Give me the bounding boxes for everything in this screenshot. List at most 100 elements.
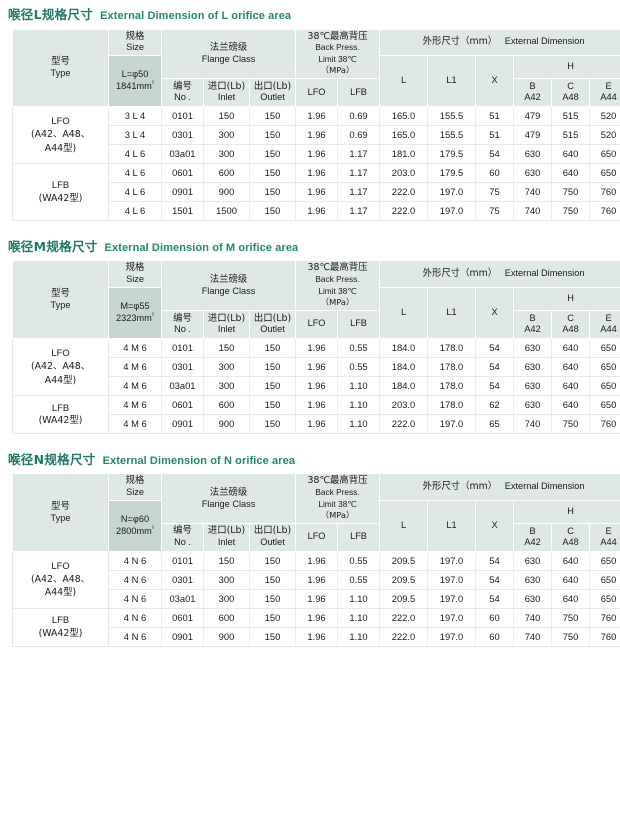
cell-x: 54 — [475, 337, 515, 358]
cell-e: 650 — [589, 162, 620, 183]
cell-lfo: 1.96 — [295, 105, 339, 126]
cell-lfo: 1.96 — [295, 181, 339, 202]
cell-c: 640 — [551, 550, 591, 571]
cell-lfb: 0.69 — [337, 105, 381, 126]
header-size-value: L=φ50 1841mm² — [108, 54, 162, 107]
cell-no: 0301 — [161, 569, 204, 590]
cell-size: 4 L 6 — [108, 143, 162, 164]
header-outlet: 出口(Lb) Outlet — [248, 522, 297, 552]
cell-l1: 178.0 — [427, 375, 477, 396]
cell-x: 51 — [475, 105, 515, 126]
cell-no: 1501 — [161, 200, 204, 221]
section-spacer — [0, 221, 620, 232]
header-size: 规格 Size — [108, 28, 162, 56]
cell-inlet: 150 — [203, 550, 250, 571]
cell-l: 184.0 — [379, 356, 429, 377]
cell-e: 650 — [589, 337, 620, 358]
cell-size: 3 L 4 — [108, 124, 162, 145]
table-row: LFB (WA42型) 4 N 6 0601 600 150 1.96 1.10 222.0 19… — [12, 607, 620, 647]
header-dim-x: X — [475, 499, 515, 552]
cell-size: 4 L 6 — [108, 162, 162, 183]
section-title-cn: 喉径N规格尺寸 — [8, 451, 96, 467]
cell-outlet: 150 — [248, 626, 297, 647]
section-title-en: External Dimension of L orifice area — [100, 10, 292, 22]
cell-l: 222.0 — [379, 626, 429, 647]
cell-lfb: 1.10 — [337, 394, 381, 415]
cell-x: 75 — [475, 200, 515, 221]
header-dim-b: B A42 — [513, 309, 553, 339]
cell-x: 60 — [475, 607, 515, 628]
cell-lfb: 0.55 — [337, 550, 381, 571]
section-title: 喉径N规格尺寸 External Dimension of N orifice a… — [0, 445, 620, 474]
cell-no: 03a01 — [161, 375, 204, 396]
cell-size: 3 L 4 — [108, 105, 162, 126]
cell-outlet: 150 — [248, 356, 297, 377]
header-row-2: N=φ60 2800mm² L L1 X H — [13, 499, 620, 552]
cell-lfo: 1.96 — [295, 200, 339, 221]
cell-l: 181.0 — [379, 143, 429, 164]
cell-c: 640 — [551, 356, 591, 377]
cell-b: 630 — [513, 337, 553, 358]
cell-b: 630 — [513, 550, 553, 571]
cell-lfb: 1.17 — [337, 181, 381, 202]
cell-c: 640 — [551, 394, 591, 415]
cell-lfb: 0.69 — [337, 124, 381, 145]
header-outlet: 出口(Lb) Outlet — [248, 309, 297, 339]
table-row: 4 L 6 0901 900 150 1.96 1.17 222.0 197.0 75 740 75… — [13, 181, 620, 202]
header-dim-l: L — [379, 499, 429, 552]
header-row-3: 编号 No . 进口(Lb) Inlet 出口(Lb) Outlet LFO LFB B A42 C… — [13, 522, 620, 552]
cell-inlet: 300 — [203, 588, 250, 609]
cell-lfb: 1.17 — [337, 200, 381, 221]
cell-lfo: 1.96 — [295, 337, 339, 358]
type-label-lfb: LFB (WA42型) — [12, 394, 109, 434]
header-dim-e: E A44 — [589, 522, 620, 552]
cell-l: 184.0 — [379, 337, 429, 358]
cell-l1: 178.0 — [427, 356, 477, 377]
spec-section-n: 喉径N规格尺寸 External Dimension of N orifice a… — [0, 445, 620, 647]
cell-c: 640 — [551, 588, 591, 609]
cell-c: 515 — [551, 105, 591, 126]
header-row-1: 型号 Type 规格 Size 法兰磅级 Flange Class 38℃最高背压 Back … — [12, 473, 620, 552]
table-row: 4 L 6 1501 1500 150 1.96 1.17 222.0 197.0 75 740 7… — [13, 200, 620, 221]
cell-size: 4 M 6 — [108, 356, 162, 377]
cell-l1: 155.5 — [427, 105, 477, 126]
header-row-1: 型号 Type 规格 Size 法兰磅级 Flange Class 38℃最高背压 Back … — [12, 28, 620, 107]
section-title-cn: 喉径L规格尺寸 — [8, 7, 94, 22]
cell-e: 650 — [589, 143, 620, 164]
cell-l1: 197.0 — [427, 200, 477, 221]
header-row-3: 编号 No . 进口(Lb) Inlet 出口(Lb) Outlet LFO LFB B A42 C… — [13, 77, 620, 107]
cell-e: 520 — [589, 105, 620, 126]
header-dim-b: B A42 — [513, 522, 553, 552]
table-row: 4 M 6 0301 300 150 1.96 0.55 184.0 178.0 54 630 64… — [13, 356, 620, 377]
type-label-lfo: LFO (A42、A48、 A44型) — [12, 337, 109, 396]
cell-inlet: 300 — [203, 375, 250, 396]
type-label-lfb: LFB (WA42型) — [12, 162, 109, 221]
cell-l: 222.0 — [379, 607, 429, 628]
cell-no: 03a01 — [161, 143, 204, 164]
cell-b: 630 — [513, 588, 553, 609]
cell-l: 222.0 — [379, 413, 429, 434]
cell-outlet: 150 — [248, 143, 297, 164]
cell-l1: 197.0 — [427, 569, 477, 590]
header-row-3: 编号 No . 进口(Lb) Inlet 出口(Lb) Outlet LFO LFB B A42 C… — [13, 309, 620, 339]
cell-outlet: 150 — [248, 200, 297, 221]
cell-l1: 197.0 — [427, 181, 477, 202]
cell-inlet: 150 — [203, 105, 250, 126]
cell-no: 0901 — [161, 413, 204, 434]
header-external-dimension: 外形尺寸（mm） External Dimension — [379, 260, 620, 288]
cell-inlet: 900 — [203, 181, 250, 202]
header-flange-class: 法兰磅级 Flange Class — [160, 473, 297, 524]
header-lfo: LFO — [295, 309, 339, 339]
cell-l: 209.5 — [379, 569, 429, 590]
cell-c: 640 — [551, 375, 591, 396]
cell-outlet: 150 — [248, 124, 297, 145]
cell-e: 760 — [589, 626, 620, 647]
cell-lfo: 1.96 — [295, 607, 339, 628]
cell-outlet: 150 — [248, 181, 297, 202]
table-row: 4 M 6 0901 900 150 1.96 1.10 222.0 197.0 65 740 75… — [13, 413, 620, 434]
cell-no: 0601 — [161, 162, 204, 183]
cell-inlet: 300 — [203, 124, 250, 145]
spec-table-n: 型号 Type 规格 Size 法兰磅级 Flange Class 38℃最高背压 Back … — [12, 473, 620, 647]
cell-e: 650 — [589, 356, 620, 377]
spec-section-l: 喉径L规格尺寸 External Dimension of L orifice a… — [0, 0, 620, 221]
